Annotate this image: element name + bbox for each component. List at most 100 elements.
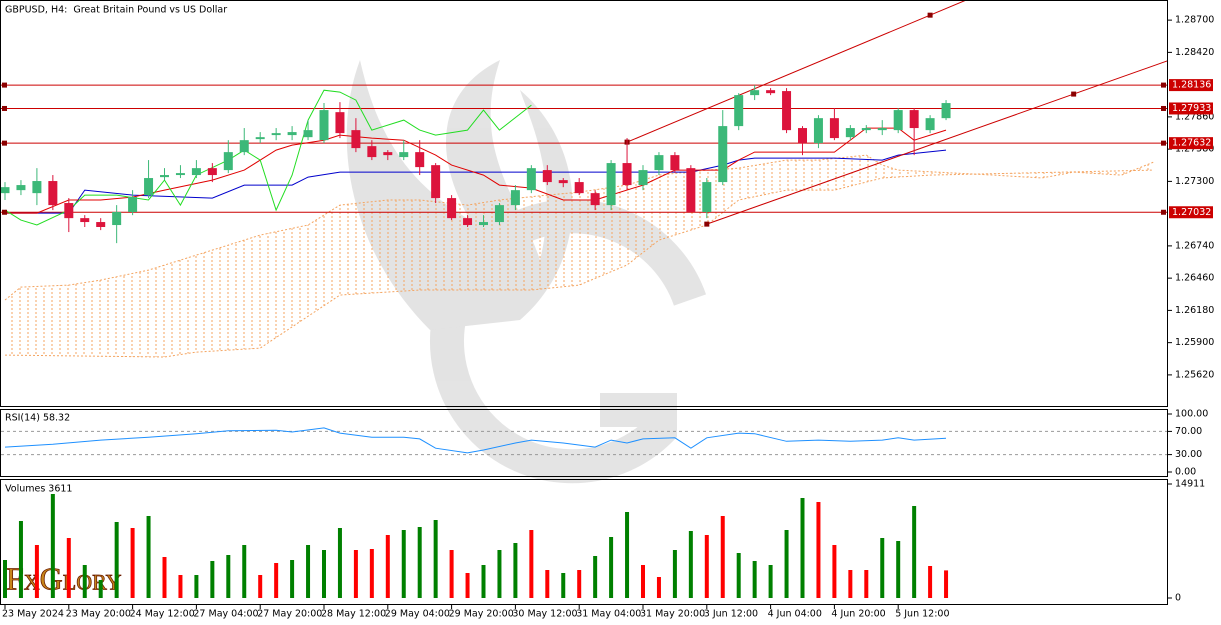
level-handle [1161, 82, 1166, 88]
x-tick-label: 29 May 04:00 [385, 609, 450, 620]
y-tick-label: 1.25900 [1175, 337, 1214, 348]
level-label: 1.27032 [1172, 207, 1211, 218]
candle-body [303, 130, 313, 138]
x-tick-label: 28 May 12:00 [321, 609, 386, 620]
candle-body [606, 163, 616, 206]
level-label: 1.27933 [1172, 103, 1211, 114]
candle-body [223, 152, 233, 171]
y-tick-label: 1.26740 [1175, 240, 1214, 251]
candle-body [670, 155, 680, 171]
candle-body [160, 175, 169, 178]
volume-bar [720, 515, 725, 598]
volume-bar [545, 570, 550, 598]
volume-bar [274, 562, 279, 598]
candle-body [574, 182, 584, 194]
trend-handle [927, 12, 933, 18]
candle-body [287, 132, 297, 136]
trend-handle [704, 221, 710, 227]
candle-body [798, 128, 807, 144]
volume-bar [577, 570, 582, 598]
volume-bar [98, 580, 103, 598]
volume-bar [609, 536, 614, 598]
logo: FxGlory [6, 560, 122, 596]
y-tick-label: 1.25620 [1175, 369, 1214, 380]
candle-body [622, 163, 632, 186]
candle-body [399, 152, 409, 158]
volume-bar [752, 560, 757, 598]
candle-body [447, 198, 457, 219]
y-tick-label: 70.00 [1175, 426, 1202, 437]
x-tick-label: 27 May 04:00 [193, 609, 258, 620]
candle-body [494, 205, 504, 223]
y-tick-label: 14911 [1175, 479, 1205, 490]
volume-bar [672, 550, 677, 598]
candle-body [526, 168, 536, 191]
volume-bar [481, 565, 486, 598]
x-tick-label: 23 May 2024 [2, 609, 64, 620]
level-label-box [1169, 206, 1213, 219]
volume-bar [896, 540, 901, 598]
y-tick-label: 1.27300 [1175, 176, 1214, 187]
volume-bar [306, 545, 311, 598]
volume-bar [880, 537, 885, 598]
x-tick-label: 24 May 12:00 [130, 609, 195, 620]
volume-bar [529, 530, 534, 598]
x-tick-label: 23 May 20:00 [66, 609, 131, 620]
x-tick-label: 3 Jun 12:00 [704, 609, 758, 620]
volume-bar [704, 535, 709, 598]
candle-body [941, 103, 951, 119]
volume-bar [688, 530, 693, 598]
x-tick-label: 29 May 20:00 [449, 609, 514, 620]
candle-body [175, 173, 185, 176]
candle-body [813, 118, 823, 144]
candle-body [558, 180, 568, 184]
x-tick-label: 31 May 04:00 [576, 609, 641, 620]
volume-bar [449, 550, 454, 598]
y-tick-label: 1.26180 [1175, 305, 1214, 316]
volume-bar [114, 521, 119, 598]
volume-bar [401, 530, 406, 598]
volume-bar [800, 497, 805, 598]
volume-bar [34, 545, 39, 598]
x-tick-label: 30 May 12:00 [512, 609, 577, 620]
volume-bar [656, 576, 661, 598]
trend-handle [1071, 91, 1077, 97]
level-label: 1.27632 [1172, 138, 1211, 149]
candle-body [893, 110, 903, 131]
candle-body [351, 130, 361, 149]
y-tick-label: 1.28420 [1175, 47, 1214, 58]
candle-body [128, 197, 138, 213]
volume-bar [369, 549, 374, 598]
candle-body [638, 170, 648, 186]
volume-bar [417, 526, 422, 598]
volume-bar [130, 527, 135, 598]
candle-body [590, 193, 600, 206]
candle-body [319, 110, 329, 141]
volume-bar [18, 520, 23, 598]
volume-bar [178, 575, 183, 598]
volume-bar [561, 572, 566, 598]
candle-body [463, 218, 473, 226]
volume-bar [641, 565, 645, 598]
candle-body [718, 126, 728, 183]
rsi-panel [0, 409, 1168, 477]
candle-body [271, 133, 281, 136]
volume-bar [353, 550, 358, 598]
volume-bar [162, 556, 167, 598]
level-handle [1161, 209, 1166, 215]
candle-body [479, 222, 488, 226]
volume-bar [322, 550, 326, 598]
y-tick-label: 1.26460 [1175, 273, 1214, 284]
candle-body [80, 218, 90, 223]
price-plot [1, 1, 1167, 358]
indicator-line [5, 149, 947, 214]
volume-bar [385, 535, 390, 598]
volume-bar [146, 515, 151, 598]
candle-body [144, 178, 154, 196]
level-label-box [1169, 137, 1213, 150]
y-tick-label: 0 [1175, 593, 1181, 604]
candle-body [782, 91, 792, 131]
x-tick-label: 4 Jun 20:00 [831, 609, 885, 620]
level-label-box [1169, 79, 1213, 92]
